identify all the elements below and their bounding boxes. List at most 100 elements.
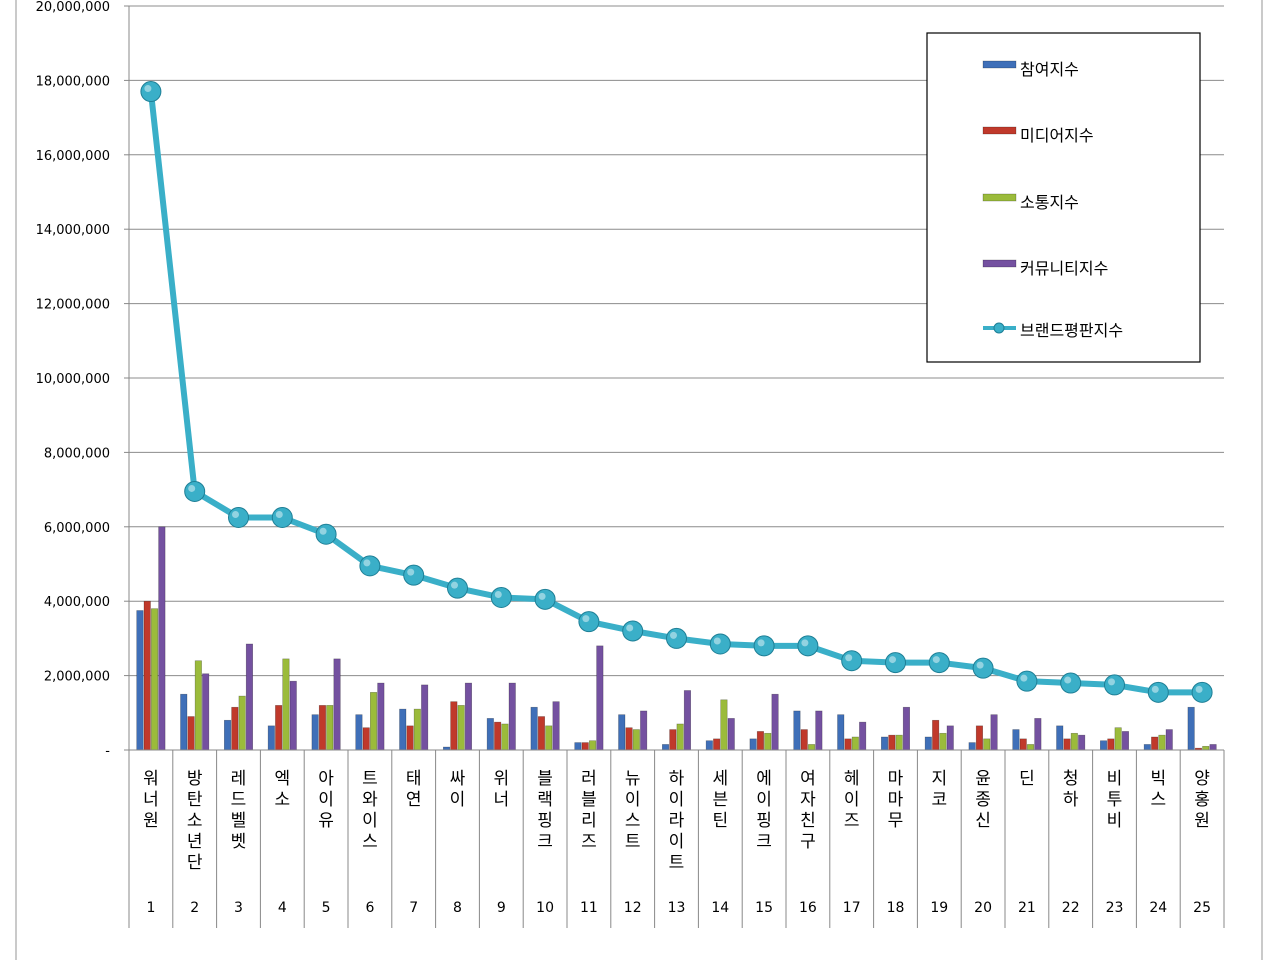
line-marker-highlight [144,85,152,93]
line-marker [753,635,775,657]
legend-label: 미디어지수 [1020,126,1094,145]
bar [924,736,932,751]
bar [815,710,823,751]
bar [180,693,188,751]
bar [859,721,867,751]
bar [975,725,984,751]
bar [399,708,407,751]
bar [895,734,903,751]
bar [413,708,421,751]
outer-border [15,0,1263,960]
y-tick-label: 14,000,000 [36,223,110,238]
line-marker-highlight [757,639,765,647]
bar [588,740,597,751]
line-marker-highlight [1020,674,1028,682]
y-tick-label: 8,000,000 [44,446,110,461]
bar [902,706,911,751]
bar [793,710,801,751]
bar [245,643,253,751]
bar [1078,734,1086,751]
bar [1107,738,1115,751]
line-marker [666,627,687,649]
rank-label: 24 [1149,900,1167,916]
line-marker [534,588,556,610]
bar [574,742,582,751]
bar [807,744,816,751]
line-marker [1104,674,1125,696]
bar [1012,729,1020,751]
bar [1143,744,1151,751]
rank-label: 16 [799,900,817,916]
bar [457,705,465,751]
line-marker-highlight [319,527,327,535]
chart-frame [15,0,1263,960]
bar [1114,727,1122,751]
line-marker-highlight [713,637,721,645]
line-marker [1147,681,1169,703]
y-tick-label: 6,000,000 [44,521,110,536]
rank-label: 25 [1193,900,1211,916]
bar [1187,706,1195,751]
y-tick-label: 2,000,000 [44,670,110,685]
bar [837,714,845,751]
rank-label: 3 [234,900,243,916]
line-marker [359,555,381,577]
line-marker [1060,672,1082,694]
bar [888,734,896,751]
line-marker-highlight [889,656,896,664]
line-series [140,81,1213,703]
bar [537,716,546,751]
line-marker [1016,670,1038,692]
bar [676,723,684,751]
bar [282,658,290,751]
line-marker-highlight [1064,676,1072,684]
line-marker [622,620,644,642]
bar [224,719,232,751]
bar [355,714,363,751]
bar [625,727,633,751]
line-marker [928,652,950,674]
bar [669,729,677,751]
rank-label: 21 [1018,900,1036,916]
line-marker-highlight [538,592,546,600]
bar [311,714,319,751]
rank-label: 12 [624,900,642,916]
line-marker [490,586,512,608]
bar [501,723,509,751]
legend-swatch [982,126,1017,135]
bar [275,705,283,751]
line-marker [140,81,162,103]
bar [530,706,538,751]
line-marker-highlight [976,661,984,669]
bar [946,725,954,751]
bar [1027,744,1035,751]
line-marker [885,652,906,674]
bar [238,695,246,751]
bar [464,682,473,751]
bar [1158,734,1166,751]
rank-label: 4 [278,900,287,916]
bar [1070,732,1078,751]
line-marker [403,564,425,586]
bar [720,699,728,751]
y-tick-label: 10,000,000 [36,372,110,387]
bar [545,725,553,751]
bar [1209,744,1217,751]
line-marker-highlight [275,511,283,518]
